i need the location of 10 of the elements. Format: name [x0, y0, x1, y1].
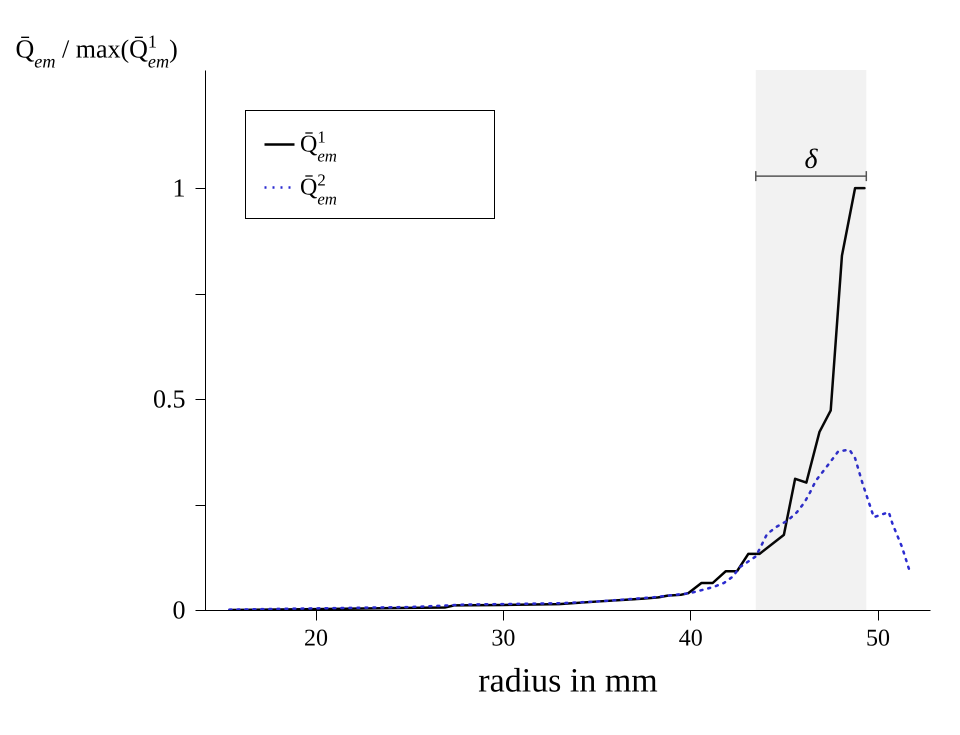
y-tick-label: 1 — [172, 174, 186, 203]
x-tick-label: 40 — [678, 626, 703, 652]
y-axis-title: Q̄$_{em}$ / max(Q̄$^{1}$$_{em}$) — [16, 32, 178, 72]
x-tick-label: 50 — [866, 626, 890, 652]
x-tick-label: 30 — [491, 626, 516, 652]
y-tick-label: 0.5 — [153, 384, 186, 414]
x-tick-label: 20 — [304, 626, 328, 652]
y-tick-label: 0 — [172, 596, 186, 624]
x-axis-title: radius in mm — [478, 662, 658, 700]
band-label: δ — [804, 144, 819, 176]
